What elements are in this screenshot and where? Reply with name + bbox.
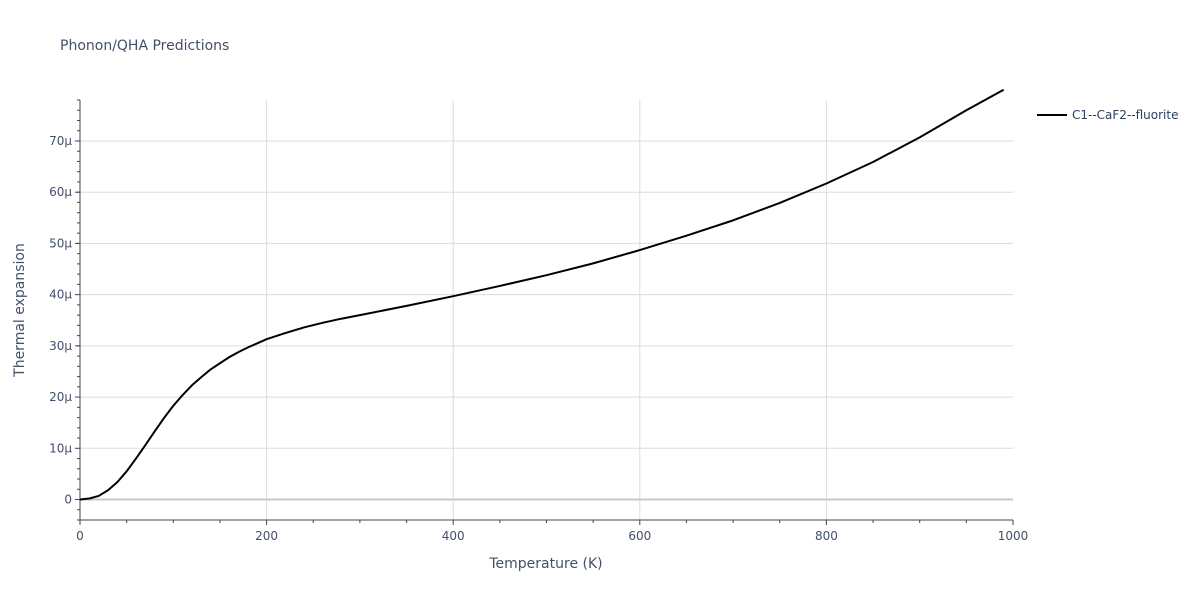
x-tick-label: 200 <box>255 529 278 543</box>
y-axis-title: Thermal expansion <box>12 243 28 378</box>
y-tick-label: 0 <box>64 493 72 507</box>
series <box>79 88 1005 501</box>
y-tick-label: 30μ <box>49 339 72 353</box>
axes: 0 200 400 600 800 1000 0 10μ 20μ 30μ 40μ 50μ 60μ 70μ <box>49 99 1029 543</box>
y-tick-label: 20μ <box>49 390 72 404</box>
chart-title: Phonon/QHA Predictions <box>60 38 229 54</box>
x-tick-label: 800 <box>815 529 838 543</box>
x-tick-label: 0 <box>76 529 84 543</box>
y-tick-label: 10μ <box>49 441 72 455</box>
series-line[interactable] <box>79 88 1005 501</box>
x-tick-label: 600 <box>628 529 651 543</box>
x-tick-label: 1000 <box>998 529 1029 543</box>
x-axis-title: Temperature (K) <box>488 556 602 572</box>
x-tick-label: 400 <box>442 529 465 543</box>
legend[interactable]: C1--CaF2--fluorite <box>1037 108 1178 122</box>
y-tick-label: 60μ <box>49 185 72 199</box>
legend-item-label: C1--CaF2--fluorite <box>1072 108 1178 122</box>
y-tick-label: 50μ <box>49 236 72 250</box>
y-tick-label: 40μ <box>49 288 72 302</box>
y-tick-label: 70μ <box>49 134 72 148</box>
grid <box>80 100 1013 520</box>
